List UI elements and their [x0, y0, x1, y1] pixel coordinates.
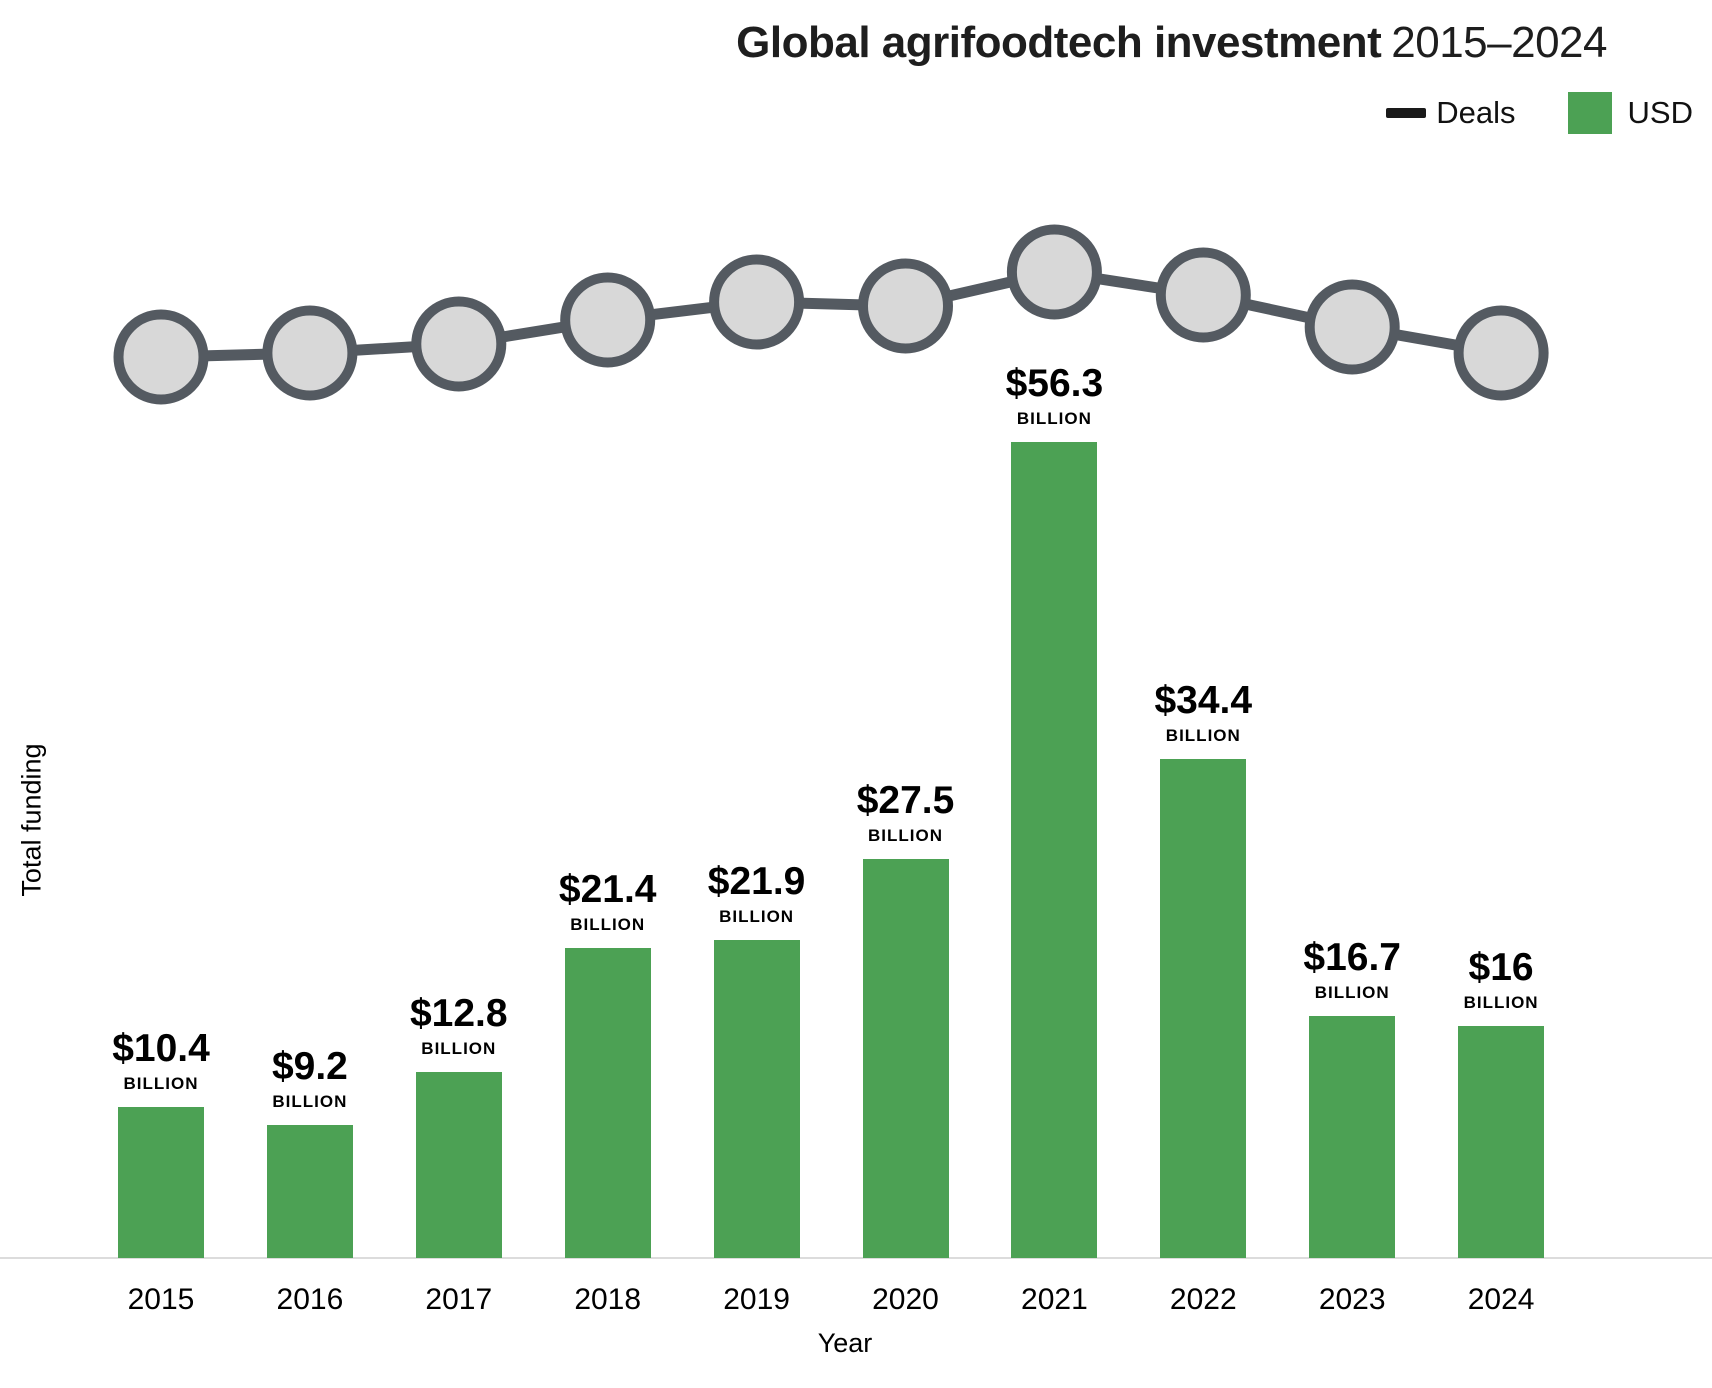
bar-value-label-2016: $9.2 BILLION — [220, 1047, 400, 1110]
bar-value-label-2020: $27.5 BILLION — [816, 781, 996, 844]
bar-unit-2020: BILLION — [868, 826, 943, 845]
usd-bar-2020 — [862, 859, 949, 1258]
deals-marker-2019 — [709, 254, 805, 350]
deals-marker-2015 — [113, 309, 209, 405]
usd-bar-2024 — [1458, 1026, 1545, 1258]
chart-title-main: Global agrifoodtech investment — [736, 18, 1382, 67]
deals-marker-2016 — [262, 305, 358, 401]
x-tick-2021: 2021 — [1021, 1283, 1088, 1316]
legend: Deals USD — [1386, 92, 1693, 134]
legend-usd-label: USD — [1627, 95, 1693, 130]
bar-value-label-2019: $21.9 BILLION — [667, 862, 847, 925]
bar-unit-2021: BILLION — [1016, 409, 1092, 428]
deals-marker-2018 — [560, 272, 656, 368]
x-tick-2016: 2016 — [276, 1283, 344, 1316]
deals-marker-2020 — [858, 258, 953, 354]
bar-value-label-2024: $16 BILLION — [1411, 948, 1591, 1011]
bar-unit-2019: BILLION — [719, 907, 795, 926]
deals-marker-2017 — [411, 296, 507, 392]
bar-unit-2024: BILLION — [1463, 993, 1539, 1012]
usd-bar-2019 — [713, 940, 800, 1258]
x-tick-2022: 2022 — [1169, 1283, 1237, 1316]
bar-amount-2016: $9.2 — [271, 1045, 348, 1088]
deals-line-swatch-icon — [1386, 108, 1427, 118]
usd-bar-2021 — [1011, 442, 1098, 1258]
bar-unit-2023: BILLION — [1314, 983, 1390, 1002]
bar-unit-2017: BILLION — [421, 1039, 497, 1058]
x-tick-2024: 2024 — [1467, 1283, 1535, 1316]
bar-value-label-2015: $10.4 BILLION — [71, 1029, 251, 1092]
bar-amount-2024: $16 — [1468, 946, 1534, 989]
bar-value-label-2022: $34.4 BILLION — [1113, 681, 1293, 744]
usd-bar-2015 — [118, 1107, 204, 1258]
x-tick-2017: 2017 — [425, 1283, 493, 1316]
usd-bar-2016 — [266, 1125, 353, 1258]
bar-value-label-2018: $21.4 BILLION — [518, 870, 698, 933]
bar-amount-2019: $21.9 — [707, 860, 806, 903]
usd-bar-2018 — [564, 948, 651, 1258]
usd-bar-2022 — [1160, 759, 1247, 1258]
bar-unit-2018: BILLION — [570, 915, 646, 934]
bar-amount-2023: $16.7 — [1303, 936, 1401, 979]
chart-title: Global agrifoodtech investment 2015–2024 — [736, 18, 1607, 68]
bar-amount-2017: $12.8 — [409, 992, 508, 1035]
bar-unit-2022: BILLION — [1165, 726, 1241, 745]
x-tick-2023: 2023 — [1318, 1283, 1386, 1316]
bar-amount-2022: $34.4 — [1154, 679, 1253, 722]
bar-amount-2015: $10.4 — [112, 1027, 210, 1070]
bar-amount-2018: $21.4 — [558, 868, 657, 911]
x-tick-2018: 2018 — [574, 1283, 642, 1316]
deals-marker-2023 — [1304, 279, 1400, 375]
legend-deals-label: Deals — [1436, 95, 1516, 130]
deals-marker-2024 — [1453, 305, 1549, 401]
usd-bar-2023 — [1309, 1016, 1396, 1258]
x-axis-line — [0, 1257, 1712, 1259]
chart-title-range: 2015–2024 — [1391, 18, 1607, 67]
bar-value-label-2023: $16.7 BILLION — [1262, 938, 1442, 1001]
x-tick-2019: 2019 — [723, 1283, 790, 1316]
bar-amount-2021: $56.3 — [1005, 362, 1104, 405]
deals-marker-2022 — [1155, 247, 1251, 343]
deals-line-series — [113, 224, 1549, 405]
deals-line-path — [160, 266, 1503, 363]
bar-unit-2016: BILLION — [272, 1092, 348, 1111]
bar-value-label-2021: $56.3 BILLION — [964, 364, 1144, 427]
bar-unit-2015: BILLION — [123, 1074, 199, 1093]
bar-amount-2020: $27.5 — [856, 779, 955, 822]
bar-value-label-2017: $12.8 BILLION — [369, 994, 549, 1057]
x-axis-title: Year — [817, 1328, 873, 1358]
x-tick-2015: 2015 — [127, 1283, 195, 1316]
y-axis-title: Total funding — [16, 743, 47, 897]
usd-bar-2017 — [415, 1072, 502, 1258]
x-tick-2020: 2020 — [872, 1283, 939, 1316]
deals-marker-2021 — [1006, 224, 1102, 320]
usd-bar-swatch-icon — [1567, 92, 1612, 134]
